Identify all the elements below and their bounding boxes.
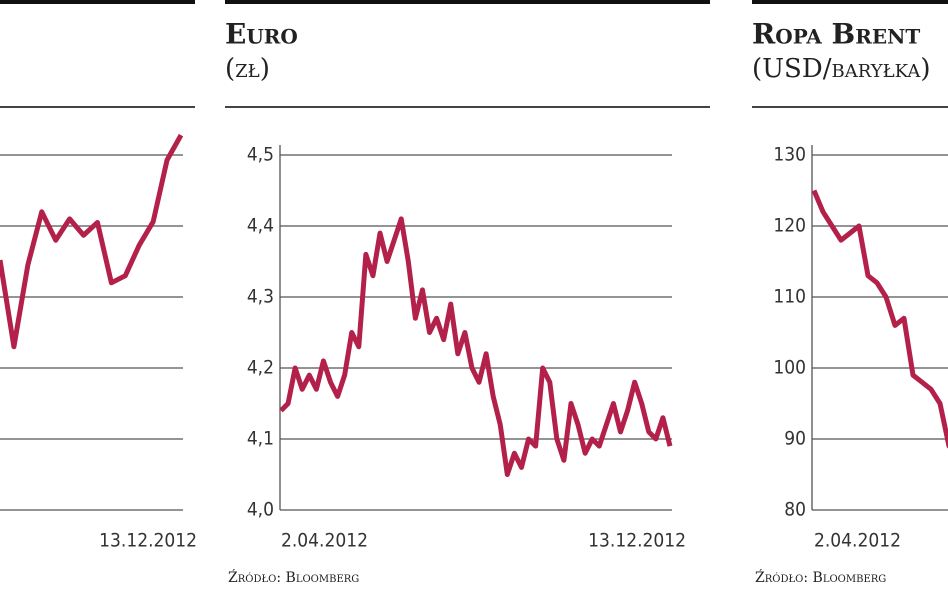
panel-subtitle: (zł): [225, 54, 270, 84]
x-tick-label: 2.04.2012: [281, 530, 368, 552]
top-bar: [752, 0, 948, 4]
y-tick-label: 4,0: [247, 499, 274, 521]
top-bar: [0, 0, 195, 4]
y-tick-label: 4,5: [247, 144, 274, 166]
price-line: [811, 189, 948, 449]
y-tick-label: 90: [784, 428, 806, 450]
panel-title: Euro: [225, 18, 298, 51]
x-tick-label: 13.12.2012: [99, 530, 197, 552]
y-tick-label: 120: [773, 215, 806, 237]
source-note: Źródło: Bloomberg: [755, 568, 886, 586]
top-bar: [225, 0, 710, 4]
panel-subtitle: (USD/baryłka): [752, 54, 930, 84]
y-tick-label: 4,3: [247, 286, 274, 308]
y-tick-label: 80: [784, 499, 806, 521]
y-tick-label: 4,1: [247, 428, 274, 450]
x-tick-label: 2.04.2012: [814, 530, 901, 552]
y-tick-label: 130: [773, 144, 806, 166]
y-tick-label: 100: [773, 357, 806, 379]
x-tick-label: 13.12.2012: [588, 530, 686, 552]
price-line: [279, 216, 673, 477]
y-tick-label: 4,2: [247, 357, 274, 379]
y-tick-label: 4,4: [247, 215, 274, 237]
y-tick-label: 110: [773, 286, 806, 308]
price-line: [0, 133, 184, 350]
source-note: Źródło: Bloomberg: [228, 568, 359, 586]
panel-title: Ropa Brent: [752, 18, 920, 51]
